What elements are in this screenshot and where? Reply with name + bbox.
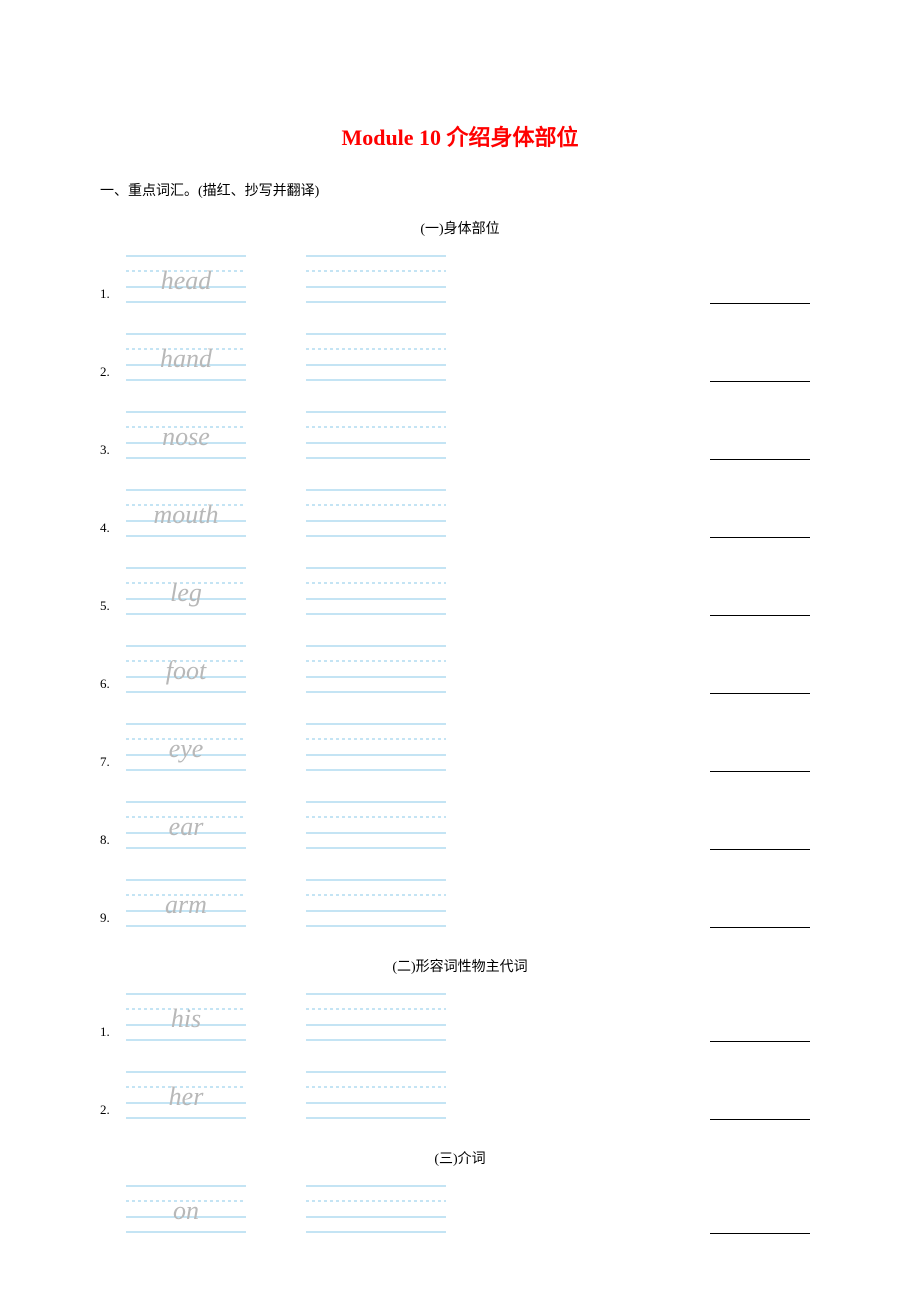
copy-box [306, 800, 446, 850]
worksheet-content: (一)身体部位1.head2.hand3.nose4.mouth5.leg6.f… [100, 218, 820, 1234]
row-number: 1. [100, 1024, 126, 1042]
row-number: 2. [100, 364, 126, 382]
copy-box [306, 1070, 446, 1120]
copy-box [306, 992, 446, 1042]
row-number: 7. [100, 754, 126, 772]
vocab-row: 5.leg [100, 566, 820, 616]
row-number: 1. [100, 286, 126, 304]
row-number: 9. [100, 910, 126, 928]
trace-word: his [126, 992, 246, 1042]
answer-blank [710, 1028, 810, 1042]
trace-box: ear [126, 800, 246, 850]
answer-blank [710, 602, 810, 616]
trace-box: hand [126, 332, 246, 382]
trace-word: mouth [126, 488, 246, 538]
subsection-heading: (一)身体部位 [100, 218, 820, 238]
trace-word: head [126, 254, 246, 304]
vocab-row: 8.ear [100, 800, 820, 850]
trace-box: her [126, 1070, 246, 1120]
trace-word: ear [126, 800, 246, 850]
answer-blank [710, 758, 810, 772]
trace-box: nose [126, 410, 246, 460]
trace-word: arm [126, 878, 246, 928]
answer-blank [710, 914, 810, 928]
row-number: 6. [100, 676, 126, 694]
copy-box [306, 410, 446, 460]
vocab-row: 2.her [100, 1070, 820, 1120]
trace-word: on [126, 1184, 246, 1234]
copy-box [306, 878, 446, 928]
trace-word: hand [126, 332, 246, 382]
trace-word: foot [126, 644, 246, 694]
row-number: 8. [100, 832, 126, 850]
trace-box: his [126, 992, 246, 1042]
vocab-row: 1.head [100, 254, 820, 304]
vocab-row: 4.mouth [100, 488, 820, 538]
trace-word: leg [126, 566, 246, 616]
trace-box: foot [126, 644, 246, 694]
subsection-heading: (二)形容词性物主代词 [100, 956, 820, 976]
copy-box [306, 566, 446, 616]
answer-blank [710, 836, 810, 850]
module-title: Module 10 介绍身体部位 [100, 120, 820, 152]
row-number: 3. [100, 442, 126, 460]
row-number: 5. [100, 598, 126, 616]
trace-word: nose [126, 410, 246, 460]
answer-blank [710, 368, 810, 382]
answer-blank [710, 1220, 810, 1234]
answer-blank [710, 1106, 810, 1120]
section-1-heading: 一、重点词汇。(描红、抄写并翻译) [100, 180, 820, 200]
vocab-row: 1.his [100, 992, 820, 1042]
copy-box [306, 644, 446, 694]
copy-box [306, 488, 446, 538]
row-number: 2. [100, 1102, 126, 1120]
vocab-row: 7.eye [100, 722, 820, 772]
trace-box: leg [126, 566, 246, 616]
answer-blank [710, 524, 810, 538]
copy-box [306, 332, 446, 382]
copy-box [306, 254, 446, 304]
row-number: 4. [100, 520, 126, 538]
subsection-heading: (三)介词 [100, 1148, 820, 1168]
vocab-row: on [100, 1184, 820, 1234]
vocab-row: 9.arm [100, 878, 820, 928]
answer-blank [710, 290, 810, 304]
vocab-row: 6.foot [100, 644, 820, 694]
answer-blank [710, 446, 810, 460]
trace-word: eye [126, 722, 246, 772]
copy-box [306, 722, 446, 772]
trace-box: arm [126, 878, 246, 928]
trace-box: eye [126, 722, 246, 772]
vocab-row: 2.hand [100, 332, 820, 382]
trace-box: on [126, 1184, 246, 1234]
vocab-row: 3.nose [100, 410, 820, 460]
trace-box: mouth [126, 488, 246, 538]
copy-box [306, 1184, 446, 1234]
trace-box: head [126, 254, 246, 304]
answer-blank [710, 680, 810, 694]
trace-word: her [126, 1070, 246, 1120]
